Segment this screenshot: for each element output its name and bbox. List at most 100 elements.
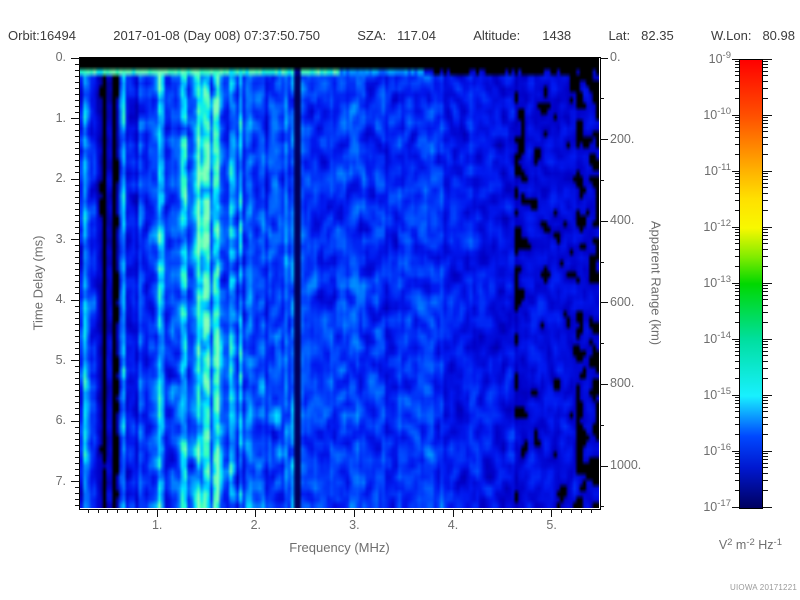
colorbar-tick-label: 10-10 <box>650 106 731 123</box>
y2-tick-label: 400. <box>610 213 635 228</box>
y-tick <box>75 202 80 204</box>
colorbar-tick <box>763 282 772 284</box>
colorbar-minor-tick <box>763 294 768 296</box>
colorbar-minor-tick <box>763 287 768 289</box>
colorbar-minor-tick <box>763 75 768 77</box>
colorbar-minor-tick <box>763 489 768 491</box>
y-tick <box>71 299 80 301</box>
y-tick-label: 6. <box>55 413 66 427</box>
colorbar-tick-label: 10-14 <box>650 330 731 347</box>
colorbar-tick-label: 10-12 <box>650 218 731 235</box>
colorbar-minor-tick <box>763 399 768 401</box>
colorbar-exponent: -17 <box>717 498 731 509</box>
altitude-label: Altitude: <box>473 28 521 43</box>
x-tick <box>521 509 523 513</box>
colorbar-minor-tick <box>763 61 768 63</box>
x-tick <box>393 509 395 513</box>
y-tick <box>75 390 80 392</box>
colorbar-tick <box>732 506 739 508</box>
x-tick <box>245 509 247 513</box>
colorbar-minor-tick <box>735 255 739 257</box>
colorbar-minor-tick <box>763 248 768 250</box>
colorbar-minor-tick <box>735 265 739 267</box>
colorbar-exponent: -15 <box>717 386 731 397</box>
y-tick-label: 5. <box>55 352 66 367</box>
colorbar-minor-tick <box>763 347 768 349</box>
colorbar-minor-tick <box>735 179 739 181</box>
y-tick <box>75 196 80 198</box>
y2-tick-label: 200. <box>610 131 635 146</box>
y-tick <box>75 257 80 259</box>
colorbar-minor-tick <box>763 321 768 323</box>
x-tick <box>422 509 424 513</box>
x-tick <box>275 509 277 513</box>
y-tick <box>71 118 80 119</box>
colorbar-minor-tick <box>763 299 768 301</box>
y-tick <box>75 281 80 283</box>
header-row: Orbit:16494 2017-01-08 (Day 008) 07:37:5… <box>8 28 795 45</box>
lat-label: Lat: <box>608 28 631 43</box>
y-tick <box>75 505 80 507</box>
x-tick-label: 2. <box>250 518 262 532</box>
colorbar-exponent: -16 <box>717 442 731 453</box>
colorbar-minor-tick <box>763 67 768 69</box>
y2-tick <box>600 139 608 141</box>
y-tick <box>75 323 80 325</box>
y-axis-title: Time Delay (ms) <box>30 235 46 331</box>
y2-tick-label: 800. <box>610 376 635 391</box>
y2-tick <box>600 383 608 385</box>
colorbar-minor-tick <box>763 192 768 194</box>
y-tick <box>75 63 80 65</box>
colorbar-tick-label: 10-9 <box>650 50 731 67</box>
colorbar-exponent: -14 <box>717 330 731 341</box>
y-tick <box>75 335 80 337</box>
wlon-value: 80.98 <box>762 28 795 43</box>
colorbar-exponent-base: 10 <box>703 444 718 458</box>
x-tick <box>117 509 119 513</box>
colorbar-exponent: -13 <box>717 274 731 285</box>
colorbar-tick <box>732 170 739 172</box>
colorbar-tick <box>763 450 772 452</box>
x-tick <box>87 509 89 513</box>
unit-superscript: 2 <box>727 537 733 548</box>
colorbar-minor-tick <box>735 299 739 301</box>
colorbar-minor-tick <box>735 119 739 121</box>
colorbar-minor-tick <box>763 423 768 425</box>
x-tick <box>186 509 188 513</box>
colorbar-minor-tick <box>735 70 739 72</box>
x-tick <box>97 509 99 513</box>
x-tick <box>590 509 592 513</box>
colorbar-minor-tick <box>735 397 739 399</box>
colorbar-minor-tick <box>763 304 768 306</box>
y-tick <box>75 214 80 216</box>
colorbar-minor-tick <box>735 321 739 323</box>
colorbar-exponent: -12 <box>717 218 731 229</box>
colorbar-tick <box>732 58 739 60</box>
colorbar-minor-tick <box>763 243 768 245</box>
y-tick <box>75 432 80 434</box>
y-tick <box>75 317 80 319</box>
colorbar-minor-tick <box>735 360 739 362</box>
colorbar-minor-tick <box>735 117 739 119</box>
colorbar-tick <box>763 170 772 172</box>
colorbar-minor-tick <box>763 63 768 65</box>
colorbar-exponent-base: 10 <box>703 332 718 346</box>
colorbar-tick-label: 10-15 <box>650 386 731 403</box>
colorbar-minor-tick <box>735 455 739 457</box>
colorbar-minor-tick <box>763 355 768 357</box>
colorbar-minor-tick <box>735 403 739 405</box>
x-tick <box>107 509 109 513</box>
y-tick <box>75 154 80 156</box>
x-tick <box>462 509 464 513</box>
y-tick <box>75 87 80 89</box>
colorbar-tick-label: 10-16 <box>650 442 731 459</box>
x-tick <box>491 509 493 513</box>
x-tick <box>176 509 178 513</box>
y-tick <box>75 124 80 126</box>
colorbar-minor-tick <box>763 367 768 369</box>
y-tick <box>71 57 80 59</box>
colorbar-tick <box>732 226 739 228</box>
colorbar-tick <box>763 394 772 396</box>
colorbar-minor-tick <box>735 209 739 211</box>
colorbar-minor-tick <box>763 255 768 257</box>
